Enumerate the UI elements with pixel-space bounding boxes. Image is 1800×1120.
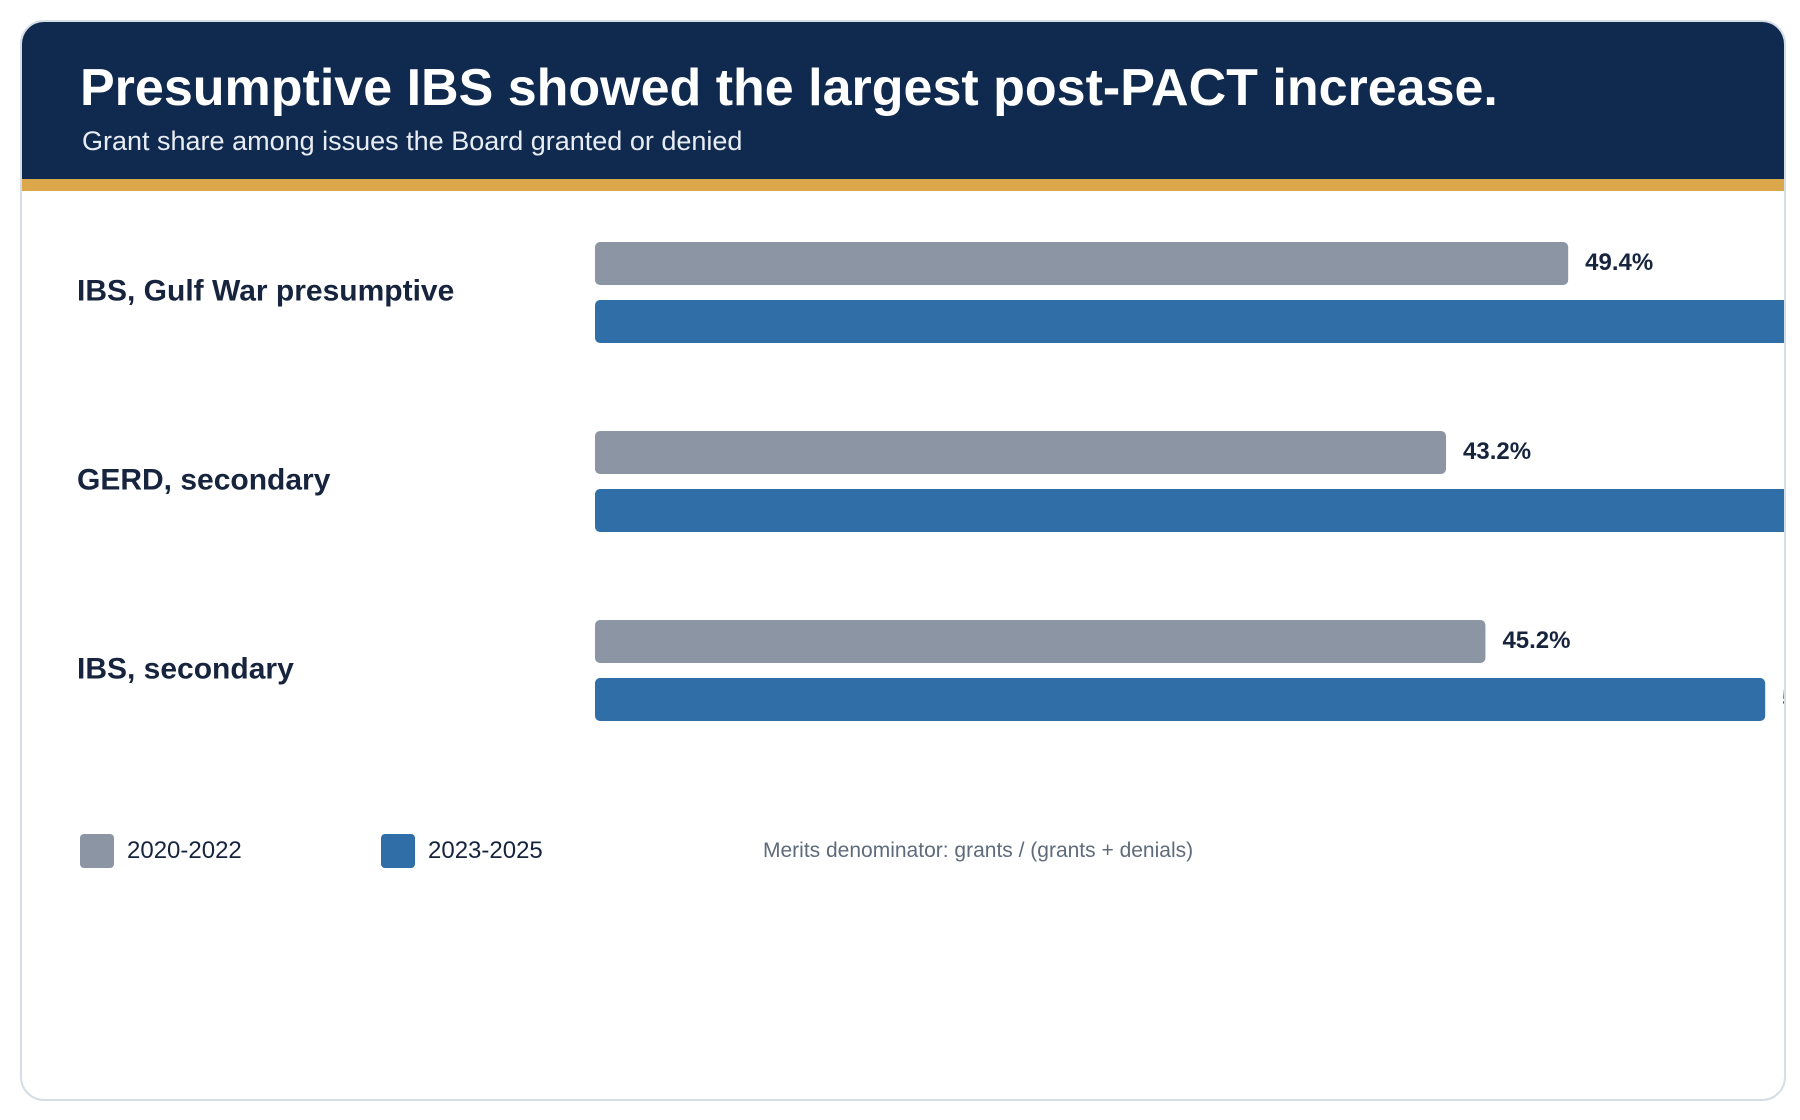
value-label-ibs-secondary-2020-2022: 45.2% [1502,627,1570,654]
bar-gerd-secondary-2020-2022 [595,431,1447,474]
legend-label-2020-2022: 2020-2022 [127,837,242,864]
bar-ibs-gulf-war-presumptive-2020-2022 [595,242,1569,285]
legend-label-2023-2025: 2023-2025 [428,837,543,864]
denominator-note: Merits denominator: grants / (grants + d… [763,839,1194,862]
legend-item-2020-2022: 2020-2022 [80,834,242,868]
header-banner: Presumptive IBS showed the largest post-… [22,22,1784,179]
accent-rule [22,179,1784,191]
chart-subtitle: Grant share among issues the Board grant… [82,126,743,156]
bar-ibs-secondary-2020-2022 [595,620,1486,663]
bar-ibs-secondary-2023-2025 [595,678,1766,721]
category-label-gerd-secondary: GERD, secondary [77,463,331,496]
value-label-ibs-gulf-war-presumptive-2020-2022: 49.4% [1585,249,1653,276]
legend-item-2023-2025: 2023-2025 [381,834,543,868]
chart-card: Presumptive IBS showed the largest post-… [20,20,1786,1101]
value-label-ibs-secondary-2023-2025: 59.4% [1782,685,1786,712]
bar-chart: IBS, Gulf War presumptive49.4%79.4%GERD,… [77,242,1786,721]
bar-gerd-secondary-2023-2025 [595,489,1784,532]
value-label-gerd-secondary-2020-2022: 43.2% [1463,438,1531,465]
category-label-ibs-gulf-war-presumptive: IBS, Gulf War presumptive [77,274,454,307]
legend-swatch-2023-2025 [381,834,415,868]
category-label-ibs-secondary: IBS, secondary [77,652,294,685]
bar-ibs-gulf-war-presumptive-2023-2025 [595,300,1784,343]
legend-swatch-2020-2022 [80,834,114,868]
chart-title: Presumptive IBS showed the largest post-… [80,59,1498,117]
